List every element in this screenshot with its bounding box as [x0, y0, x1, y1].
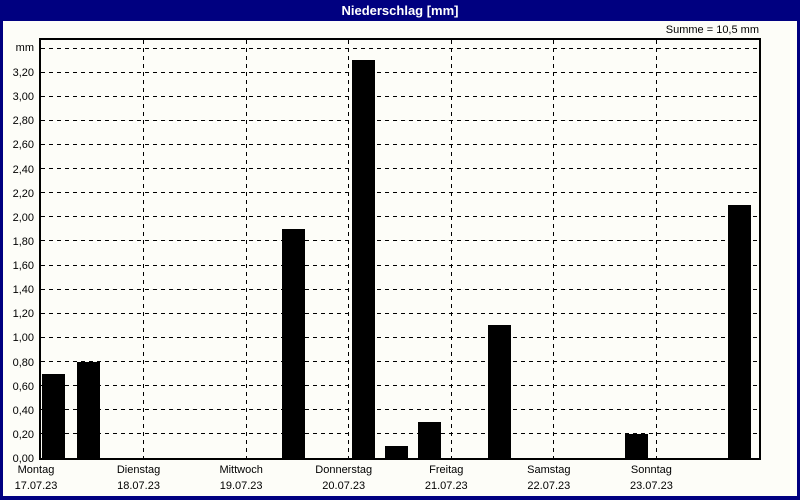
- h-gridline: [41, 312, 759, 314]
- h-gridline: [41, 240, 759, 242]
- h-gridline: [41, 264, 759, 266]
- day-date-label: 20.07.23: [322, 480, 366, 492]
- h-gridline: [41, 47, 759, 49]
- y-axis-unit-label: mm: [15, 42, 34, 54]
- y-tick-label: 2,80: [12, 115, 34, 128]
- y-tick-label: 3,00: [12, 91, 34, 104]
- h-gridline: [41, 119, 759, 121]
- h-gridline: [41, 216, 759, 218]
- y-tick-label: 2,40: [12, 163, 34, 176]
- precipitation-bar: [385, 446, 408, 458]
- precipitation-bar: [728, 205, 751, 458]
- day-name-label: Mittwoch: [219, 464, 263, 476]
- y-tick-label: 0,20: [12, 428, 34, 441]
- h-gridline: [41, 95, 759, 97]
- day-name-label: Donnerstag: [315, 464, 373, 476]
- h-gridline: [41, 385, 759, 387]
- y-tick-label: 0,60: [12, 380, 34, 393]
- h-gridline: [41, 71, 759, 73]
- day-date-label: 21.07.23: [424, 480, 468, 492]
- precipitation-bar: [42, 374, 65, 458]
- h-gridline: [41, 168, 759, 170]
- h-gridline: [41, 288, 759, 290]
- day-boundary-line: [655, 40, 657, 458]
- precipitation-bar: [77, 362, 100, 458]
- day-boundary-line: [143, 40, 145, 458]
- y-tick-label: 0,40: [12, 404, 34, 417]
- h-gridline: [41, 361, 759, 363]
- y-tick-label: 1,60: [12, 260, 34, 273]
- y-tick-label: 1,00: [12, 332, 34, 345]
- day-name-label: Montag: [17, 464, 55, 476]
- y-tick-label: 2,00: [12, 211, 34, 224]
- y-tick-label: 2,20: [12, 187, 34, 200]
- sum-label: Summe = 10,5 mm: [665, 24, 759, 36]
- day-name-label: Sonntag: [630, 464, 672, 476]
- title-bar[interactable]: Niederschlag [mm]: [0, 0, 800, 21]
- window-title: Niederschlag [mm]: [341, 3, 459, 18]
- h-gridline: [41, 143, 759, 145]
- day-date-label: 22.07.23: [527, 480, 571, 492]
- day-date-label: 18.07.23: [117, 480, 160, 492]
- y-tick-label: 1,40: [12, 284, 34, 297]
- day-name-label: Freitag: [429, 464, 464, 476]
- h-gridline: [41, 336, 759, 338]
- day-name-label: Samstag: [527, 464, 571, 476]
- h-gridline: [41, 192, 759, 194]
- day-date-label: 23.07.23: [630, 480, 673, 492]
- day-date-label: 17.07.23: [14, 480, 58, 492]
- y-tick-label: 1,80: [12, 235, 34, 248]
- h-gridline: [41, 433, 759, 435]
- precipitation-bar: [625, 434, 648, 458]
- plot-area: mm 0,00 0,20 0,40 0,60 0,80 1,00 1,20 1,40 1,60 1…: [13, 38, 761, 492]
- day-name-label: Dienstag: [116, 464, 161, 476]
- day-boundary-line: [553, 40, 555, 458]
- day-boundary-line: [450, 40, 452, 458]
- precipitation-bar: [282, 229, 305, 458]
- day-boundary-line: [245, 40, 247, 458]
- h-gridline: [41, 409, 759, 411]
- y-tick-label: 0,80: [12, 356, 34, 369]
- y-tick-label: 0,00: [12, 453, 34, 465]
- precipitation-bar: [352, 60, 375, 458]
- day-boundary-line: [348, 40, 350, 458]
- precipitation-bar: [418, 422, 441, 458]
- day-date-label: 19.07.23: [219, 480, 263, 492]
- y-tick-label: 2,60: [12, 139, 34, 152]
- precipitation-bar: [488, 325, 511, 458]
- y-tick-label: 1,20: [12, 308, 34, 321]
- y-tick-label: 3,20: [12, 67, 34, 80]
- content-area: Summe = 10,5 mm mm 0,00 0,20 0,40 0,60 0,80 1…: [3, 21, 797, 496]
